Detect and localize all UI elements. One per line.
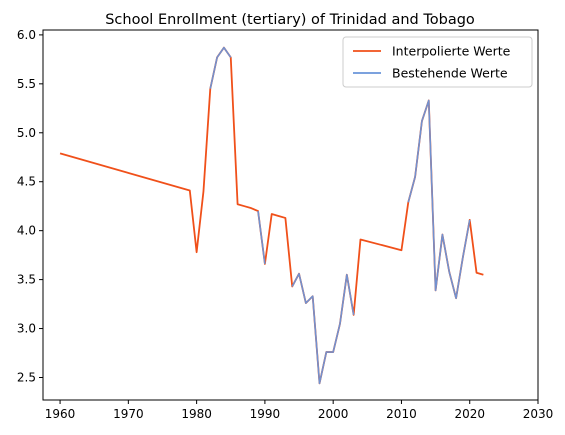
x-tick-label: 2030 xyxy=(523,407,554,421)
y-tick-label: 6.0 xyxy=(17,28,36,42)
legend-label: Interpolierte Werte xyxy=(392,44,511,59)
legend: Interpolierte Werte Bestehende Werte xyxy=(342,36,533,88)
x-tick-label: 1960 xyxy=(45,407,76,421)
plot-area xyxy=(59,46,484,385)
x-tick-label: 2010 xyxy=(386,407,417,421)
axes-frame xyxy=(42,29,539,401)
x-tick-label: 2020 xyxy=(454,407,485,421)
y-tick-label: 2.5 xyxy=(17,370,36,384)
y-tick-label: 3.0 xyxy=(17,322,36,336)
x-tick-label: 2000 xyxy=(318,407,349,421)
y-tick-label: 5.5 xyxy=(17,77,36,91)
series-line-existing xyxy=(209,46,471,385)
legend-label: Bestehende Werte xyxy=(392,66,508,81)
legend-box xyxy=(342,36,533,88)
y-tick-label: 4.5 xyxy=(17,175,36,189)
y-tick-label: 4.0 xyxy=(17,224,36,238)
x-tick-label: 1970 xyxy=(113,407,144,421)
chart-title: School Enrollment (tertiary) of Trinidad… xyxy=(105,12,475,28)
x-tick-label: 1990 xyxy=(250,407,281,421)
y-tick-label: 5.0 xyxy=(17,126,36,140)
y-tick-label: 3.5 xyxy=(17,273,36,287)
axes: 1960 1970 1980 1990 2000 2010 2020 2030 2.5 3.0 3.… xyxy=(17,28,553,421)
x-tick-label: 1980 xyxy=(181,407,212,421)
series-line-interpolated xyxy=(59,46,484,385)
